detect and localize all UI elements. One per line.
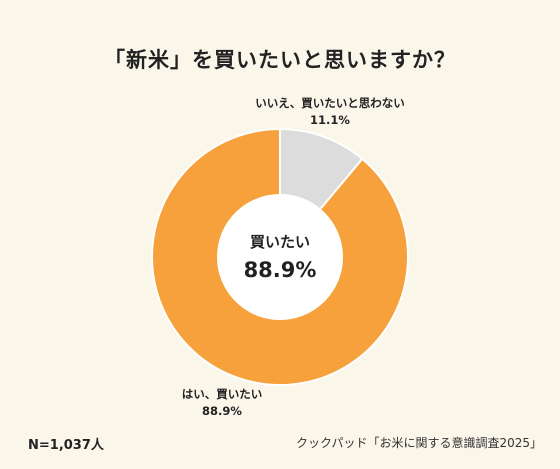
donut-hole [219,196,341,318]
sample-size: N=1,037人 [28,438,104,453]
center-label: 買いたい [250,233,310,251]
label-no: いいえ、買いたいと思わない [255,96,405,110]
chart-title: 「新米」を買いたいと思いますか？ [104,48,456,72]
slice-yes [151,127,409,386]
source-note: クックパッド「お米に関する意識調査2025」 [296,436,542,450]
value-yes: 88.9% [202,404,242,418]
slice-no [279,127,364,211]
center-value: 88.9% [244,258,317,282]
label-yes: はい、買いたい [182,387,263,401]
value-no: 11.1% [310,113,350,127]
